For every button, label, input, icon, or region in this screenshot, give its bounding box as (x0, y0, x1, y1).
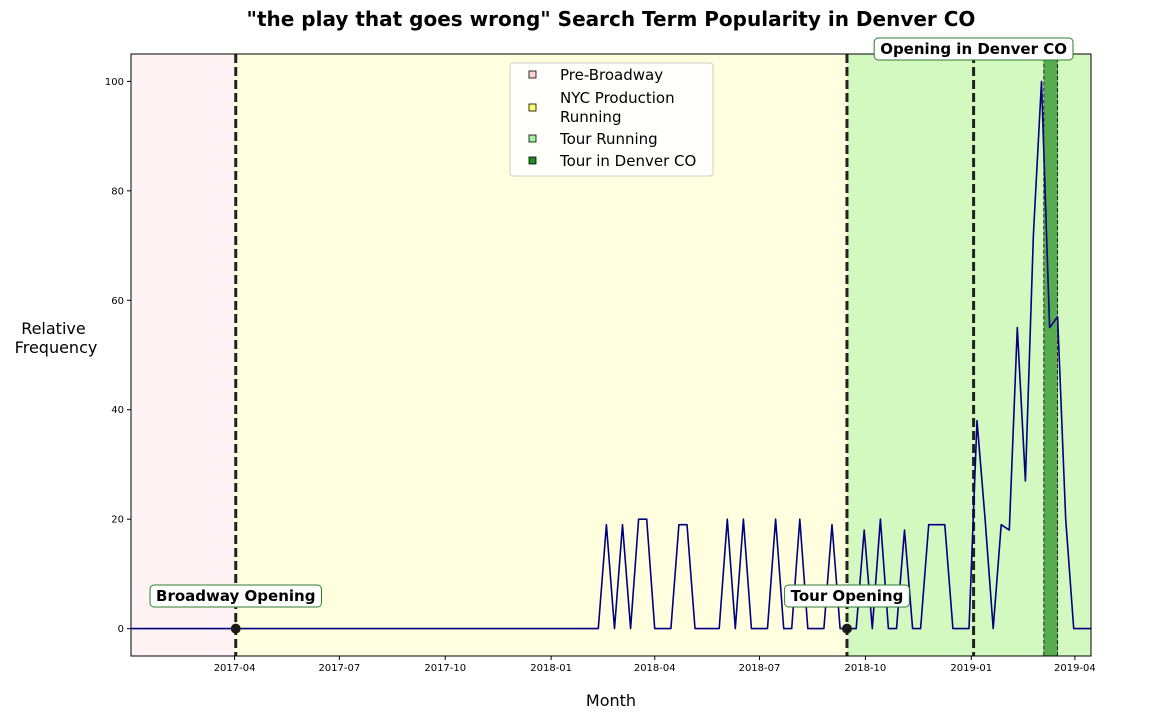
annotation-text: Opening in Denver CO (880, 40, 1067, 58)
annotation-text: Broadway Opening (156, 587, 315, 605)
y-tick-label: 0 (118, 624, 124, 635)
legend-item-nyc-production-running: NYC Production Running (528, 89, 675, 126)
x-tick-label: 2017-04 (214, 663, 256, 674)
legend-swatch (528, 134, 537, 143)
legend-item-tour-running: Tour Running (528, 130, 658, 148)
annotation-opening-in-denver-co: Opening in Denver CO (873, 37, 1074, 61)
legend-swatch (528, 70, 537, 79)
y-tick-label: 60 (111, 296, 124, 307)
annotation-text: Tour Opening (791, 587, 904, 605)
x-axis-label: Month (586, 691, 636, 710)
x-tick-label: 2017-10 (424, 663, 466, 674)
legend-label: Pre-Broadway (560, 66, 663, 84)
legend-frame (509, 62, 714, 177)
legend-label: NYC Production Running (560, 89, 675, 126)
y-tick-label: 100 (105, 77, 124, 88)
event-marker-tour-opening (841, 623, 852, 634)
y-axis-label: Relative Frequency (15, 319, 98, 357)
x-tick-label: 2018-10 (844, 663, 886, 674)
x-tick-label: 2018-04 (634, 663, 676, 674)
annotation-box (784, 584, 910, 608)
annotation-tour-opening: Tour Opening (784, 584, 910, 608)
y-tick-label: 80 (111, 186, 124, 197)
annotation-box (149, 584, 322, 608)
y-axis-label-line-2: Frequency (15, 338, 98, 357)
y-tick-label: 40 (111, 405, 124, 416)
x-tick-label: 2019-01 (950, 663, 992, 674)
region-tour-in-denver-co (1043, 53, 1059, 657)
legend-label: Tour in Denver CO (559, 152, 696, 170)
legend-item-pre-broadway: Pre-Broadway (528, 66, 663, 84)
x-tick-label: 2019-04 (1054, 663, 1096, 674)
chart-title: "the play that goes wrong" Search Term P… (247, 7, 976, 31)
legend-swatch (528, 156, 537, 165)
region-pre-broadway (131, 54, 236, 656)
x-tick-label: 2018-07 (739, 663, 781, 674)
series-line-0 (131, 80, 1091, 630)
legend-item-tour-in-denver-co: Tour in Denver CO (528, 152, 696, 170)
annotation-box (873, 37, 1074, 61)
legend: Pre-Broadway NYC Production Running Tour Ru… (509, 62, 714, 177)
legend-swatch (528, 103, 537, 112)
y-tick-label: 20 (111, 515, 124, 526)
event-marker-broadway-opening (230, 623, 241, 634)
y-axis-label-line-1: Relative (21, 319, 86, 338)
x-tick-label: 2018-01 (530, 663, 572, 674)
x-tick-label: 2017-07 (318, 663, 360, 674)
legend-label: Tour Running (559, 130, 658, 148)
plot-frame (130, 53, 1092, 657)
annotation-broadway-opening: Broadway Opening (149, 584, 322, 608)
